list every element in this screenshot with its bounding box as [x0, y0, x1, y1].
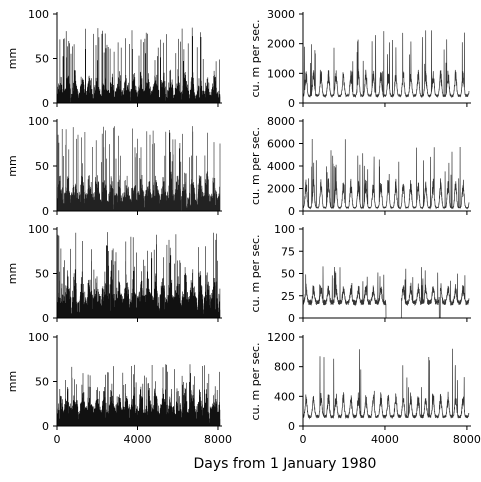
chart-panel-3: 0 50 100 mm	[6, 115, 222, 218]
chart-panel-4: 0 2000 4000 6000 8000 cu. m per sec.	[249, 115, 471, 218]
chart-panel-5: 0 50 100 mm	[6, 223, 222, 325]
x-tick-label: 0	[54, 433, 61, 446]
y-axis-label: mm	[6, 155, 19, 176]
y-tick-label: 4000	[267, 160, 295, 173]
streamflow-line	[302, 348, 470, 420]
y-tick-label: 0	[42, 205, 49, 218]
precipitation-bars	[56, 126, 221, 211]
y-tick-label: 100	[28, 8, 49, 21]
streamflow-line	[302, 266, 470, 319]
y-tick-label: 50	[35, 160, 49, 173]
y-tick-label: 400	[274, 390, 295, 403]
y-tick-label: 100	[28, 223, 49, 236]
y-tick-label: 800	[274, 361, 295, 374]
y-tick-label: 1200	[267, 331, 295, 344]
y-axis-label: cu. m per sec.	[249, 234, 262, 312]
chart-panel-6: 0 25 50 75 100 cu. m per sec.	[249, 223, 471, 325]
y-tick-label: 0	[42, 97, 49, 110]
y-tick-label: 50	[35, 53, 49, 66]
y-tick-label: 75	[281, 245, 295, 258]
y-tick-label: 100	[28, 331, 49, 344]
chart-panel-1: 0 50 100 mm	[6, 8, 222, 110]
y-tick-label: 25	[281, 290, 295, 303]
y-tick-label: 0	[288, 97, 295, 110]
precipitation-bars	[56, 364, 221, 426]
y-axis-label: cu. m per sec.	[249, 19, 262, 97]
x-tick-label: 8000	[204, 433, 232, 446]
figure-x-axis-title: Days from 1 January 1980	[193, 456, 377, 472]
x-tick-label: 4000	[371, 433, 399, 446]
y-tick-label: 50	[35, 268, 49, 281]
y-tick-label: 0	[288, 312, 295, 325]
y-tick-label: 0	[42, 420, 49, 433]
y-axis-label: mm	[6, 371, 19, 392]
y-tick-label: 2000	[267, 183, 295, 196]
y-axis-label: cu. m per sec.	[249, 127, 262, 205]
y-tick-label: 50	[281, 268, 295, 281]
y-axis-label: mm	[6, 263, 19, 284]
x-tick-label: 4000	[123, 433, 151, 446]
precipitation-bars	[56, 27, 221, 103]
streamflow-line	[302, 138, 470, 210]
y-tick-label: 3000	[267, 8, 295, 21]
y-tick-label: 100	[274, 223, 295, 236]
precipitation-bars	[56, 232, 221, 318]
chart-panel-8: 0 400 800 1200 0 4000 8000 cu. m per sec.	[249, 331, 481, 446]
y-tick-label: 2000	[267, 38, 295, 51]
y-tick-label: 8000	[267, 115, 295, 128]
y-tick-label: 50	[35, 376, 49, 389]
chart-panel-2: 0 1000 2000 3000 cu. m per sec.	[249, 8, 471, 110]
streamflow-line	[302, 30, 470, 99]
y-tick-label: 1000	[267, 67, 295, 80]
y-tick-label: 0	[288, 205, 295, 218]
y-axis-label: cu. m per sec.	[249, 342, 262, 420]
y-tick-label: 100	[28, 115, 49, 128]
y-tick-label: 0	[288, 420, 295, 433]
chart-panel-7: 0 50 100 0 4000 8000 mm	[6, 331, 232, 446]
y-axis-label: mm	[6, 48, 19, 69]
y-tick-label: 0	[42, 312, 49, 325]
y-tick-label: 6000	[267, 138, 295, 151]
x-tick-label: 0	[300, 433, 307, 446]
x-tick-label: 8000	[453, 433, 481, 446]
